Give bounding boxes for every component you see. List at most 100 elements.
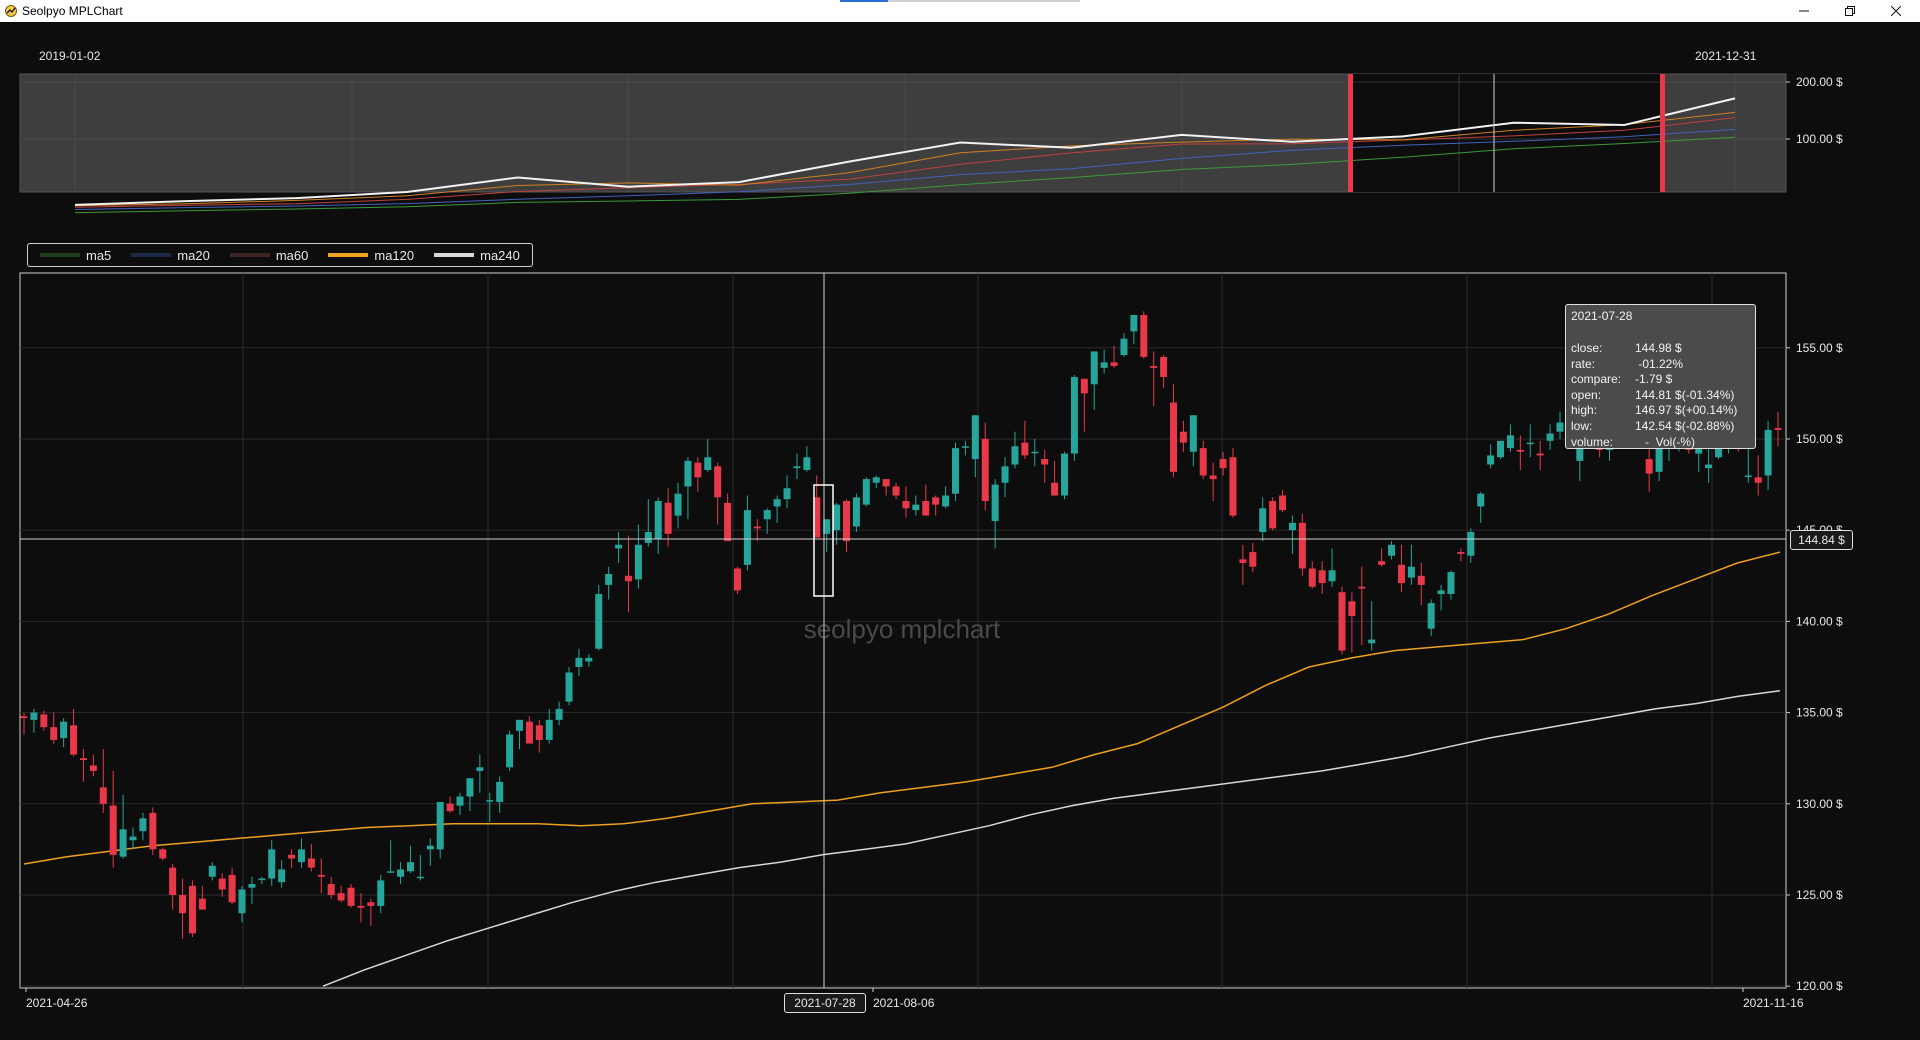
- candle-body: [1348, 601, 1356, 616]
- overview-gridlines: [20, 74, 1786, 192]
- candle-body: [79, 758, 87, 761]
- candle-body: [20, 716, 28, 719]
- candle-body: [1487, 455, 1495, 465]
- legend-label: ma60: [275, 247, 309, 263]
- crosshair-date-label: 2021-07-28: [784, 993, 866, 1013]
- y-tick-label: 120.00 $: [1796, 979, 1843, 993]
- candle-body: [327, 884, 335, 895]
- candle-body: [1308, 568, 1316, 587]
- legend-swatch: [131, 253, 172, 257]
- candle-body: [753, 526, 761, 529]
- candle-body: [357, 905, 365, 908]
- legend-item-ma240[interactable]: ma240: [428, 248, 526, 263]
- legend-item-ma120[interactable]: ma120: [322, 248, 420, 263]
- crosshair-price-label: 144.84 $: [1790, 530, 1853, 550]
- candle-body: [1209, 475, 1217, 480]
- candle-body: [1388, 544, 1396, 556]
- candle-body: [1358, 586, 1366, 589]
- candle-body: [496, 781, 504, 802]
- legend-swatch: [229, 253, 270, 257]
- candle-body: [387, 871, 395, 873]
- legend-item-ma20[interactable]: ma20: [125, 248, 216, 263]
- candle-body: [1051, 482, 1059, 496]
- candle-body: [961, 446, 969, 448]
- chart-canvas[interactable]: 2019-01-02 2021-12-31 200.00 $ 100.00 $ …: [0, 22, 1920, 1040]
- candle-body: [406, 862, 414, 872]
- candle-body: [1279, 495, 1287, 511]
- tooltip-row: compare: -1.79 $: [1571, 372, 1751, 387]
- tooltip-value: -01.22%: [1635, 356, 1684, 371]
- main-gridlines: [20, 273, 1786, 988]
- legend-item-ma60[interactable]: ma60: [224, 248, 315, 263]
- tooltip-row: rate: -01.22%: [1571, 357, 1751, 372]
- tooltip-key: volume:: [1571, 434, 1614, 449]
- tooltip-key: close:: [1571, 341, 1603, 355]
- candle-body: [1764, 429, 1772, 476]
- legend-label: ma240: [480, 247, 520, 263]
- candle-body: [823, 519, 831, 534]
- tooltip-value: - Vol(-%): [1635, 434, 1696, 449]
- tooltip-row: open: 144.81 $(-01.34%): [1571, 388, 1751, 403]
- slider-end-date: 2021-12-31: [1695, 49, 1757, 63]
- candle-body: [169, 867, 177, 895]
- app-logo-icon: [5, 5, 17, 17]
- candle-body: [902, 500, 910, 509]
- candle-info-tooltip: 2021-07-28 close: 144.98 $ rate: -01.22% co…: [1565, 304, 1756, 449]
- candle-body: [476, 767, 484, 771]
- candle-body: [862, 479, 870, 505]
- tooltip-row: volume: - Vol(-%): [1571, 435, 1751, 450]
- candle-body: [595, 594, 603, 649]
- candle-body: [783, 488, 791, 500]
- minimize-button[interactable]: [1781, 0, 1827, 22]
- tooltip-key: rate:: [1571, 356, 1596, 371]
- overview-close-line: [74, 97, 1736, 206]
- overview-selection-window[interactable]: [1350, 74, 1662, 192]
- y-tick-label: 125.00 $: [1796, 888, 1843, 902]
- main-x-axis: 2021-04-26 2021-08-06 2021-11-16: [25, 988, 1804, 1010]
- close-button[interactable]: [1873, 0, 1919, 22]
- candle-body: [1120, 338, 1128, 356]
- overview-right-handle[interactable]: [1660, 74, 1665, 192]
- candle-body: [228, 874, 236, 903]
- candle-body: [981, 438, 989, 501]
- candle-body: [416, 876, 424, 879]
- candle-body: [565, 672, 573, 702]
- candle-body: [634, 544, 642, 580]
- candle-body: [1447, 572, 1455, 595]
- tooltip-value: 144.81 $(-01.34%): [1635, 387, 1735, 402]
- candle-body: [704, 457, 712, 470]
- tooltip-value: -1.79 $: [1635, 372, 1673, 387]
- tooltip-row: low: 142.54 $(-02.88%): [1571, 419, 1751, 434]
- tooltip-key: high:: [1571, 403, 1598, 418]
- window-title: Seolpyo MPLChart: [22, 4, 123, 18]
- legend-item-ma5[interactable]: ma5: [34, 248, 117, 263]
- candle-body: [555, 708, 563, 720]
- candle-body: [872, 477, 880, 483]
- overview-ma20-line: [74, 111, 1736, 207]
- candle-body: [486, 800, 494, 802]
- close-icon: [1891, 6, 1901, 16]
- main-y-axis: 155.00 $150.00 $145.00 $140.00 $135.00 $…: [1786, 341, 1843, 993]
- candle-body: [456, 796, 464, 806]
- candle-body: [337, 893, 345, 901]
- candle-body: [1318, 570, 1326, 584]
- overview-left-handle[interactable]: [1348, 74, 1353, 192]
- x-tick-label: 2021-08-06: [873, 996, 935, 1010]
- main-plot-area[interactable]: [19, 272, 1787, 989]
- candle-body: [297, 849, 305, 863]
- candle-body: [971, 415, 979, 460]
- candle-body: [129, 836, 137, 841]
- legend-label: ma5: [86, 247, 112, 263]
- candle-body: [1080, 378, 1088, 394]
- candle-body: [852, 497, 860, 527]
- candle-body: [1269, 500, 1277, 529]
- candle-body: [1417, 575, 1425, 585]
- candle-body: [773, 499, 781, 507]
- candle-body: [1179, 431, 1187, 443]
- candle-body: [149, 812, 157, 850]
- restore-button[interactable]: [1827, 0, 1873, 22]
- legend-swatch: [40, 253, 80, 257]
- y-tick-label: 150.00 $: [1796, 432, 1843, 446]
- candle-body: [724, 502, 732, 542]
- candle-body: [1407, 566, 1415, 578]
